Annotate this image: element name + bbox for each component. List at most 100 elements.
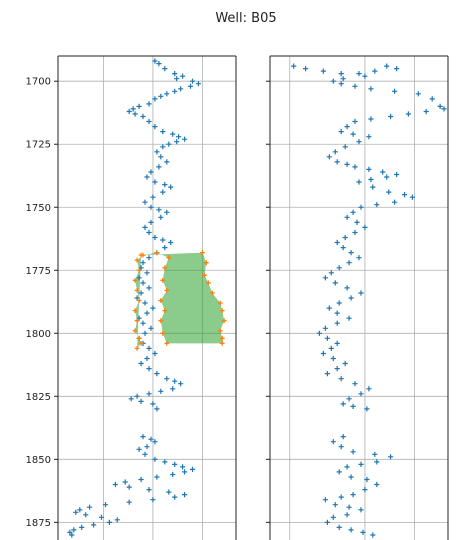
zone-edge-point — [136, 298, 142, 303]
data-point — [340, 245, 346, 251]
zone-edge-point — [162, 308, 168, 313]
data-point — [158, 93, 164, 99]
data-point — [344, 124, 350, 130]
data-point — [146, 366, 152, 372]
data-point — [164, 209, 170, 215]
data-point — [148, 169, 154, 175]
data-point — [336, 265, 342, 271]
data-point — [162, 459, 168, 465]
data-point — [146, 101, 152, 107]
data-point — [182, 136, 188, 142]
data-point — [409, 194, 415, 200]
data-point — [162, 245, 168, 251]
data-point — [368, 116, 374, 122]
data-point — [172, 71, 178, 77]
data-point — [338, 81, 344, 87]
data-point — [384, 63, 390, 69]
data-point — [386, 189, 392, 195]
data-point — [148, 204, 154, 210]
data-point — [332, 502, 338, 508]
data-point — [358, 204, 364, 210]
data-point — [154, 149, 160, 155]
data-point — [158, 214, 164, 220]
zone-edge-point — [217, 300, 223, 306]
data-point — [350, 492, 356, 498]
data-point — [344, 161, 350, 167]
data-point — [358, 507, 364, 513]
data-point — [174, 139, 180, 145]
data-point — [138, 265, 144, 271]
zone-edge-point — [134, 288, 140, 293]
data-point — [394, 171, 400, 178]
data-point — [138, 290, 144, 296]
data-point — [195, 81, 201, 87]
data-point — [170, 386, 176, 392]
data-point — [324, 371, 330, 377]
data-point — [356, 139, 362, 145]
data-point — [160, 129, 166, 135]
data-point — [338, 376, 344, 382]
data-point — [158, 388, 164, 394]
data-point — [358, 290, 364, 296]
panel-right — [266, 55, 449, 540]
data-point — [320, 350, 326, 357]
data-point — [366, 134, 372, 140]
y-tick-label: 1800 — [26, 329, 51, 340]
data-point — [71, 527, 77, 533]
data-point — [388, 113, 394, 120]
data-point — [136, 446, 142, 452]
data-point — [138, 398, 144, 404]
data-point — [374, 459, 380, 465]
data-point — [144, 174, 150, 180]
zone-edge-point — [160, 278, 166, 283]
zone-edge-point — [219, 335, 225, 341]
data-point — [320, 68, 326, 74]
zone-edge-point — [136, 335, 142, 341]
data-point — [429, 96, 435, 102]
data-point — [122, 479, 128, 485]
data-point — [162, 182, 168, 188]
data-point — [340, 76, 346, 82]
data-point — [362, 73, 368, 79]
data-point — [362, 224, 368, 230]
data-point — [172, 378, 178, 384]
data-point — [342, 234, 348, 241]
data-point — [330, 439, 336, 445]
data-point — [348, 527, 354, 533]
data-point — [136, 103, 142, 109]
data-point — [79, 524, 85, 530]
data-point — [83, 512, 89, 518]
data-point — [142, 451, 148, 457]
data-point — [330, 355, 336, 362]
data-point — [144, 270, 150, 276]
zone-edge-point — [132, 278, 138, 283]
zone-edge-point — [219, 341, 225, 346]
data-point — [172, 88, 178, 94]
data-point — [322, 275, 328, 281]
data-point — [150, 194, 156, 200]
data-point — [148, 436, 154, 442]
data-point — [374, 481, 380, 488]
data-point — [160, 144, 166, 150]
data-point — [144, 444, 150, 450]
data-point — [394, 66, 400, 72]
data-point — [156, 207, 162, 213]
data-point — [178, 86, 184, 92]
zone-edge-point — [132, 328, 138, 334]
data-point — [336, 524, 342, 530]
data-point — [352, 229, 358, 236]
zone-edge-point — [132, 308, 138, 313]
data-point — [364, 476, 370, 483]
zone-edge-point — [221, 318, 227, 324]
data-point — [140, 260, 146, 266]
zone-edge-point — [219, 308, 225, 313]
data-point — [366, 386, 372, 392]
data-point — [128, 396, 134, 402]
data-point — [346, 504, 352, 510]
data-point — [164, 91, 170, 97]
zone-edge-point — [162, 265, 168, 271]
data-point — [146, 118, 152, 125]
data-point — [322, 325, 328, 331]
y-tick-label: 1825 — [26, 392, 51, 403]
zone-edge-point — [158, 298, 164, 303]
